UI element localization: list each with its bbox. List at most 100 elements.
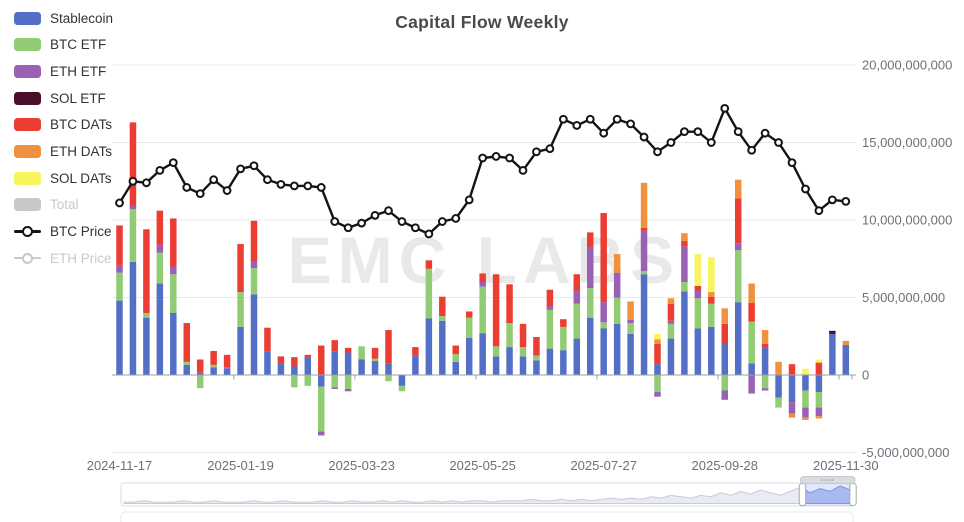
bar-segment-btc-etf[interactable] (331, 375, 338, 388)
bar-segment-sol-etf[interactable] (829, 330, 836, 334)
price-point-marker[interactable] (168, 158, 178, 168)
bar-segment-btc-etf[interactable] (250, 268, 258, 295)
bar-segment-stablecoin[interactable] (129, 261, 137, 375)
bar-segment-stablecoin[interactable] (560, 350, 567, 375)
bar-segment-btc-dats[interactable] (156, 210, 164, 245)
bar-segment-btc-dats[interactable] (452, 345, 460, 355)
price-point-marker[interactable] (653, 147, 662, 157)
bar-segment-eth-etf[interactable] (721, 390, 729, 400)
bar-segment-eth-etf[interactable] (573, 290, 581, 304)
bar-segment-btc-etf[interactable] (667, 323, 675, 339)
bar-segment-sol-dats[interactable] (694, 254, 702, 286)
price-point-marker[interactable] (572, 121, 582, 130)
bar-segment-btc-etf[interactable] (465, 317, 473, 338)
bar-segment-stablecoin[interactable] (250, 294, 258, 375)
bar-segment-btc-dats[interactable] (761, 344, 769, 348)
bar-segment-btc-dats[interactable] (708, 296, 715, 304)
bar-segment-eth-etf[interactable] (250, 261, 258, 269)
bar-segment-stablecoin[interactable] (748, 363, 755, 375)
bar-segment-btc-etf[interactable] (775, 397, 782, 408)
bar-segment-btc-dats[interactable] (116, 225, 123, 266)
price-point-marker[interactable] (249, 161, 259, 171)
bar-segment-btc-etf[interactable] (344, 375, 352, 389)
bar-segment-btc-etf[interactable] (708, 303, 715, 327)
bar-segment-eth-etf[interactable] (734, 243, 742, 251)
bar-segment-stablecoin[interactable] (506, 347, 513, 375)
bar-segment-btc-dats[interactable] (291, 357, 298, 367)
legend-item-sol-dats[interactable]: SOL DATs (14, 171, 113, 186)
bar-segment-btc-dats[interactable] (654, 344, 661, 365)
price-point-marker[interactable] (787, 158, 797, 168)
bar-segment-btc-etf[interactable] (492, 346, 500, 357)
bar-segment-eth-etf[interactable] (761, 388, 769, 391)
slider-move-handle[interactable] (799, 476, 856, 484)
bar-segment-btc-dats[interactable] (640, 227, 648, 231)
bar-segment-eth-etf[interactable] (627, 319, 634, 324)
bar-segment-stablecoin[interactable] (425, 318, 433, 375)
bar-segment-btc-etf[interactable] (398, 385, 406, 392)
bar-segment-btc-etf[interactable] (143, 313, 150, 318)
bar-segment-stablecoin[interactable] (479, 333, 486, 375)
bar-segment-stablecoin[interactable] (573, 338, 581, 375)
bar-segment-btc-etf[interactable] (573, 303, 581, 339)
legend-item-eth-price[interactable]: ETH Price (14, 251, 113, 266)
bar-segment-btc-dats[interactable] (318, 345, 325, 375)
bar-segment-btc-dats[interactable] (237, 244, 244, 293)
price-point-marker[interactable] (680, 127, 689, 137)
price-point-marker[interactable] (195, 189, 205, 199)
bar-segment-btc-etf[interactable] (654, 375, 661, 393)
bar-segment-eth-dats[interactable] (627, 301, 634, 320)
slider-left-handle[interactable] (798, 483, 807, 506)
bar-segment-eth-dats[interactable] (734, 179, 742, 199)
bar-segment-btc-dats[interactable] (815, 362, 823, 375)
bar-segment-btc-etf[interactable] (627, 323, 634, 334)
bar-segment-eth-etf[interactable] (748, 375, 755, 394)
bar-segment-btc-dats[interactable] (210, 350, 217, 365)
bar-segment-stablecoin[interactable] (291, 366, 298, 375)
bar-segment-eth-etf[interactable] (694, 290, 702, 299)
bar-segment-stablecoin[interactable] (344, 352, 352, 375)
price-point-marker[interactable] (733, 127, 743, 137)
bar-segment-btc-etf[interactable] (681, 282, 688, 292)
bar-segment-stablecoin[interactable] (492, 356, 500, 375)
price-point-marker[interactable] (612, 114, 622, 124)
price-point-marker[interactable] (599, 128, 609, 138)
bar-segment-stablecoin[interactable] (116, 300, 123, 375)
bar-segment-eth-etf[interactable] (331, 387, 338, 389)
price-point-marker[interactable] (384, 206, 393, 216)
bar-segment-btc-dats[interactable] (331, 340, 338, 352)
bar-segment-btc-etf[interactable] (587, 288, 594, 318)
bar-segment-btc-etf[interactable] (183, 361, 191, 365)
price-point-marker[interactable] (801, 184, 810, 194)
bar-segment-stablecoin[interactable] (627, 333, 634, 375)
datazoom-slider[interactable] (120, 476, 857, 522)
bar-segment-btc-etf[interactable] (640, 271, 648, 275)
bar-segment-stablecoin[interactable] (842, 344, 850, 375)
bar-segment-stablecoin[interactable] (318, 375, 325, 387)
bar-segment-stablecoin[interactable] (681, 291, 688, 375)
price-point-marker[interactable] (774, 138, 783, 147)
bar-segment-btc-dats[interactable] (277, 356, 285, 364)
bar-segment-stablecoin[interactable] (694, 328, 702, 376)
price-point-marker[interactable] (289, 181, 299, 191)
bar-segment-stablecoin[interactable] (277, 363, 285, 375)
bar-segment-eth-dats[interactable] (748, 283, 755, 303)
bar-segment-btc-etf[interactable] (170, 274, 177, 313)
bar-segment-btc-etf[interactable] (734, 250, 742, 303)
price-point-marker[interactable] (209, 175, 219, 185)
bar-segment-btc-dats[interactable] (721, 323, 729, 344)
legend-item-total[interactable]: Total (14, 197, 113, 212)
bar-segment-eth-dats[interactable] (761, 330, 769, 344)
bar-segment-stablecoin[interactable] (398, 375, 406, 386)
bar-segment-eth-dats[interactable] (842, 340, 850, 345)
bar-segment-btc-etf[interactable] (613, 297, 621, 324)
bar-segment-eth-etf[interactable] (681, 246, 688, 282)
bar-segment-eth-dats[interactable] (788, 413, 796, 418)
bar-segment-eth-dats[interactable] (681, 233, 688, 241)
price-point-marker[interactable] (478, 153, 488, 163)
legend-item-sol-etf[interactable]: SOL ETF (14, 91, 113, 106)
price-point-marker[interactable] (343, 223, 353, 233)
bar-segment-btc-dats[interactable] (734, 198, 742, 244)
bars-layer[interactable] (116, 122, 850, 436)
bar-segment-btc-dats[interactable] (170, 218, 177, 267)
